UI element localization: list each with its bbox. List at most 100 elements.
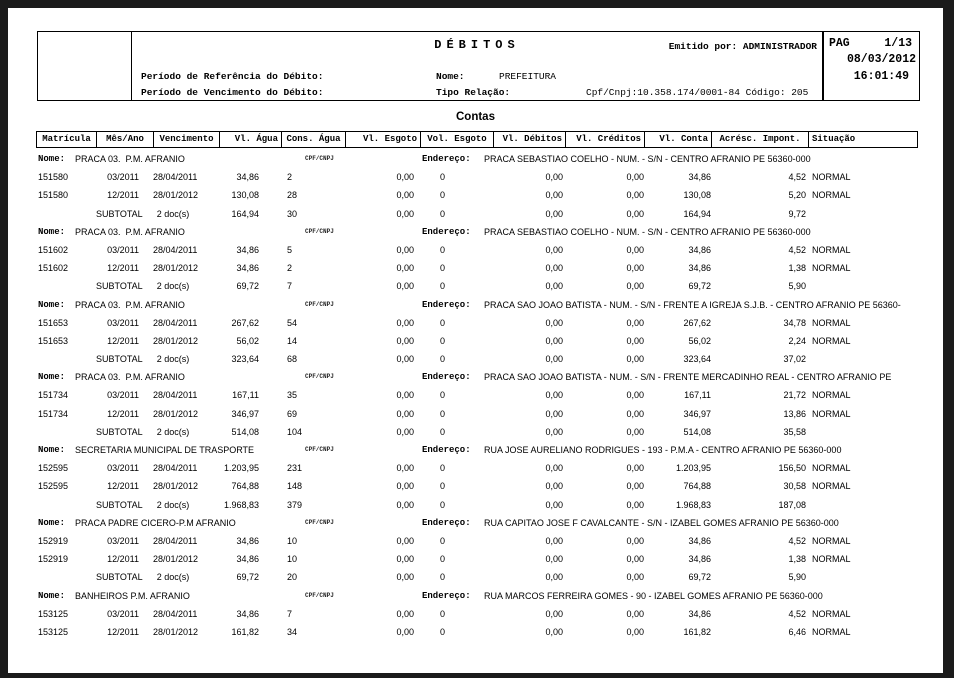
cell: 151602: [38, 263, 69, 274]
cell: 267,62: [683, 317, 711, 328]
cell: [808, 350, 918, 368]
cell: NORMAL: [812, 390, 851, 401]
column-header: Vl. Débitos: [494, 132, 566, 147]
page-info-box: PAG 1/13 08/03/2012 16:01:49: [823, 31, 920, 101]
cell: 0: [440, 172, 446, 183]
cell: 0,00: [545, 554, 563, 565]
cell: 30,58: [783, 481, 806, 492]
cell: 0: [440, 390, 446, 401]
cell: SUBTOTAL: [96, 499, 143, 510]
cell: 0,00: [545, 463, 563, 474]
cell: 28/04/2011: [153, 317, 198, 328]
cell: 0: [440, 263, 446, 274]
cell: 151653: [38, 317, 69, 328]
cell: 153125: [38, 608, 69, 619]
cell: 34,86: [688, 535, 711, 546]
subtotal-row: SUBTOTAL 2 doc(s) 164,94 30 0,00 0 0,00 0,00 164…: [36, 205, 918, 223]
cell: 0,00: [545, 317, 563, 328]
cell: 0,00: [396, 172, 414, 183]
cell: 0,00: [396, 481, 414, 492]
cell: 151580: [38, 172, 69, 183]
account-row: 152595 12/2011 28/01/2012 764,88 148 0,00 0 0,0…: [36, 477, 918, 495]
cell: NORMAL: [812, 626, 851, 637]
nome-label: Nome:: [38, 445, 66, 455]
cell: 0,00: [545, 335, 563, 346]
cell: [808, 568, 918, 586]
cell: 12/2011: [107, 335, 139, 346]
cell: 0,00: [545, 426, 563, 437]
subtotal-row: SUBTOTAL 2 doc(s) 323,64 68 0,00 0 0,00 0,00 323…: [36, 350, 918, 368]
emitted-by: Emitido por: ADMINISTRADOR: [668, 41, 817, 52]
cell: 34,86: [236, 172, 259, 183]
cell: 0: [440, 535, 446, 546]
endereco-label: Endereço:: [422, 517, 471, 528]
column-header: Mês/Ano: [97, 132, 154, 147]
cell: 0: [440, 554, 446, 565]
cell: 152595: [38, 481, 69, 492]
cell: 0,00: [626, 626, 644, 637]
cell: 0,00: [396, 208, 414, 219]
cell: NORMAL: [812, 554, 851, 565]
cell: 0,00: [626, 190, 644, 201]
cell: [808, 496, 918, 514]
cell: 0,00: [396, 317, 414, 328]
cell: 28/01/2012: [153, 481, 199, 492]
group-name: BANHEIROS P.M. AFRANIO: [75, 590, 190, 601]
cell: 28/01/2012: [153, 190, 199, 201]
cpf-cnpj-label: CPF/CNPJ: [305, 446, 334, 453]
cell: 0: [440, 481, 446, 492]
cell: 514,08: [231, 426, 259, 437]
cell: 151734: [38, 390, 69, 401]
cell: 151580: [38, 190, 69, 201]
account-row: 151580 03/2011 28/04/2011 34,86 2 0,00 0 0,00 0,…: [36, 168, 918, 186]
cell: 13,86: [783, 408, 806, 419]
cell: NORMAL: [812, 481, 851, 492]
endereco-label: Endereço:: [422, 372, 471, 383]
cell: 21,72: [783, 390, 806, 401]
cell: SUBTOTAL: [96, 572, 143, 583]
cell: 2 doc(s): [156, 499, 190, 510]
section-title: Contas: [456, 111, 495, 123]
cell: 0,00: [396, 244, 414, 255]
cell: 0,00: [396, 572, 414, 583]
cell: 7: [287, 281, 293, 292]
cell: 0,00: [396, 390, 414, 401]
cell: 151734: [38, 408, 69, 419]
cell: 0,00: [545, 208, 563, 219]
cell: 764,88: [231, 481, 259, 492]
cell: NORMAL: [812, 244, 851, 255]
cell: 0,00: [396, 608, 414, 619]
cell: 03/2011: [107, 390, 139, 401]
report-date: 08/03/2012: [846, 53, 916, 66]
cell: SUBTOTAL: [96, 426, 143, 437]
account-row: 151653 03/2011 28/04/2011 267,62 54 0,00 0 0,00…: [36, 314, 918, 332]
cell: 4,52: [788, 535, 806, 546]
cell: 0,00: [545, 481, 563, 492]
group-address: PRACA SEBASTIAO COELHO - NUM. - S/N - CE…: [484, 154, 811, 164]
cell: 0,00: [626, 572, 644, 583]
cell: 0,00: [626, 172, 644, 183]
cell: 2,24: [788, 335, 806, 346]
cell: 187,08: [778, 499, 806, 510]
cell: 0,00: [545, 499, 563, 510]
cell: 0,00: [396, 335, 414, 346]
cpf-cnpj-line: Cpf/Cnpj:10.358.174/0001-84 Código: 205: [586, 87, 809, 98]
group-name: SECRETARIA MUNICIPAL DE TRASPORTE: [75, 445, 255, 455]
cell: 03/2011: [107, 317, 139, 328]
cell: 0,00: [626, 354, 644, 365]
account-row: 152919 12/2011 28/01/2012 34,86 10 0,00 0 0,00 0…: [36, 550, 918, 568]
cell: 5: [287, 244, 293, 255]
cell: 28/04/2011: [153, 535, 198, 546]
logo-box: [38, 32, 132, 100]
group-name: PRACA 03. P.M. AFRANIO: [75, 154, 185, 164]
cell: 56,02: [688, 335, 711, 346]
cell: 0: [440, 208, 446, 219]
cell: 68: [287, 354, 298, 365]
cell: 14: [287, 335, 298, 346]
cell: 4,52: [788, 244, 806, 255]
cell: 0,00: [396, 263, 414, 274]
endereco-label: Endereço:: [422, 445, 471, 455]
cell: 28/04/2011: [153, 463, 198, 474]
cell: 28/04/2011: [153, 390, 198, 401]
account-row: 151653 12/2011 28/01/2012 56,02 14 0,00 0 0,00 0…: [36, 332, 918, 350]
